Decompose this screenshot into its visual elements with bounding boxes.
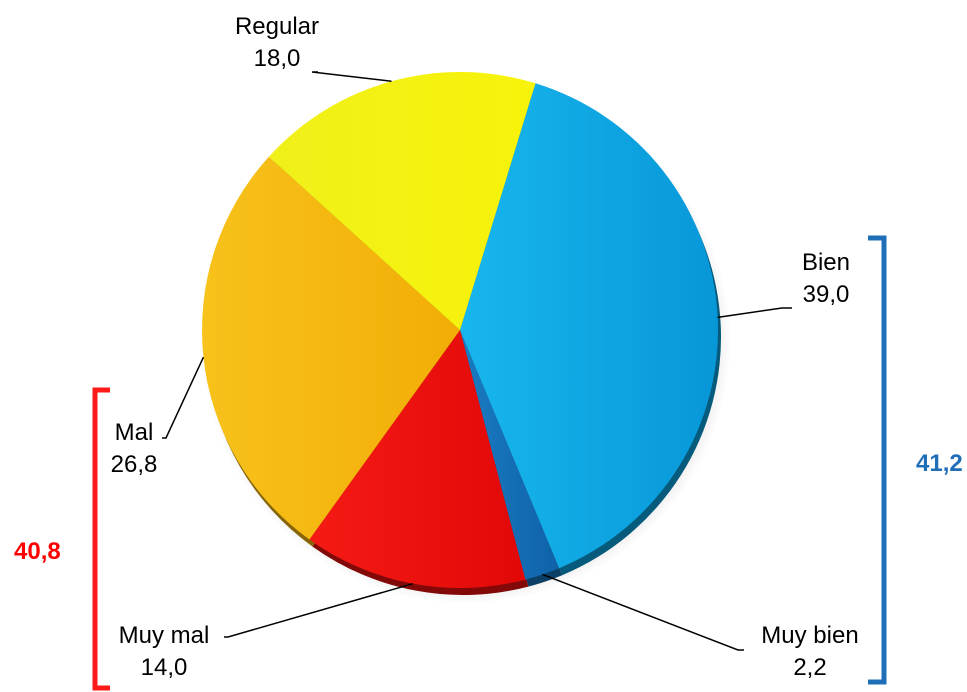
blue-group-total: 41,2 <box>916 450 963 477</box>
leader-lines <box>162 71 792 651</box>
red-group-total: 40,8 <box>14 538 61 565</box>
slice-category-label: Mal <box>115 419 154 446</box>
red-group-bracket <box>92 387 110 691</box>
slice-category-label: Muy mal <box>119 622 210 649</box>
slice-value-label: 14,0 <box>141 654 188 681</box>
leader-line-regular <box>311 71 392 83</box>
leader-line-bien <box>717 307 792 319</box>
slice-value-label: 39,0 <box>803 281 850 308</box>
slice-regular <box>268 71 536 330</box>
leader-line-mal <box>162 356 205 439</box>
slice-mal <box>201 156 461 540</box>
slice-category-label: Regular <box>235 13 319 40</box>
slice-value-label: 18,0 <box>254 45 301 72</box>
leader-line-muy-bien <box>542 573 744 651</box>
slice-muy-bien <box>460 330 560 580</box>
leader-line-muy-mal <box>224 582 414 638</box>
slice-labels: Bien 39,0 Muy bien 2,2 Muy mal 14,0 Mal 26,8 Reg… <box>111 13 859 681</box>
slice-muy-mal <box>309 330 526 588</box>
slice-category-label: Muy bien <box>761 622 858 649</box>
blue-group-bracket <box>868 235 887 685</box>
slice-value-label: 2,2 <box>793 654 826 681</box>
slice-category-label: Bien <box>802 249 850 276</box>
pie-slices <box>201 71 718 588</box>
slice-value-label: 26,8 <box>111 451 158 478</box>
slice-bien <box>460 83 718 569</box>
